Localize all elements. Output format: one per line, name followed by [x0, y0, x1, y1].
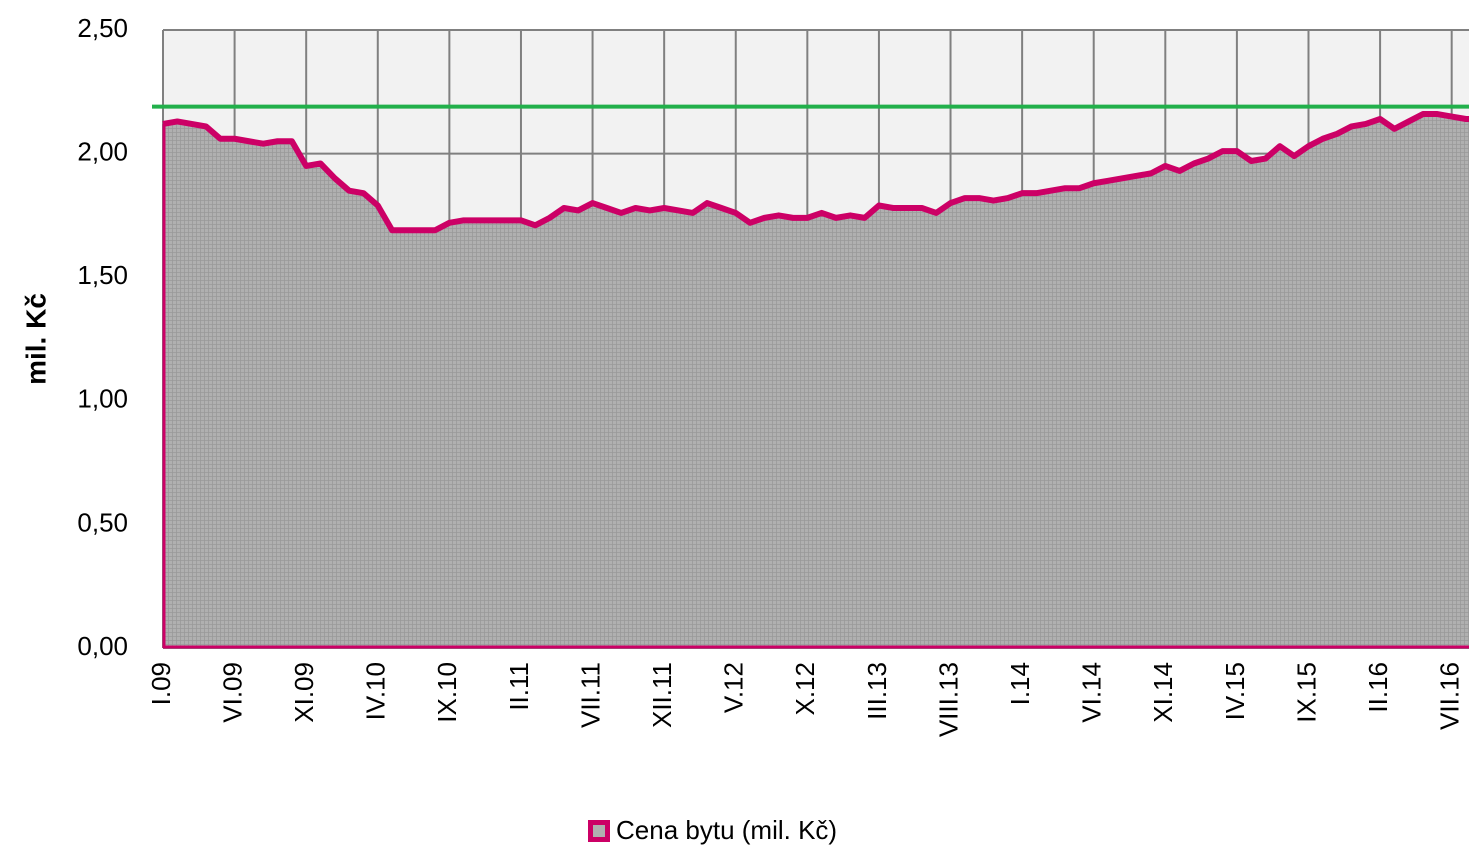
- x-tick-label: I.14: [1005, 662, 1035, 705]
- y-tick-label: 1,00: [77, 384, 128, 414]
- x-tick-label: XI.09: [289, 662, 319, 723]
- x-tick-label: IX.15: [1291, 662, 1321, 723]
- x-tick-label: VI.14: [1077, 662, 1107, 723]
- x-tick-label: XI.14: [1148, 662, 1178, 723]
- x-tick-label: VI.09: [217, 662, 247, 723]
- x-tick-label: II.16: [1363, 662, 1393, 713]
- x-tick-label: IV.15: [1220, 662, 1250, 720]
- y-tick-label: 1,50: [77, 260, 128, 290]
- y-tick-label: 0,50: [77, 507, 128, 537]
- line: [162, 111, 1469, 234]
- x-tick-label: X.12: [790, 662, 820, 716]
- x-tick-label: V.12: [719, 662, 749, 713]
- x-tick-label: VIII.13: [933, 662, 963, 737]
- y-axis-label: mil. Kč: [20, 293, 51, 385]
- x-tick-label: VII.16: [1435, 662, 1465, 730]
- x-tick-label: III.13: [862, 662, 892, 720]
- x-tick-label: XII.11: [647, 662, 677, 728]
- x-tick-label: II.11: [504, 662, 534, 711]
- legend-swatch-inner: [593, 825, 605, 837]
- y-tick-label: 2,00: [77, 136, 128, 166]
- y-tick-label: 0,00: [77, 631, 128, 661]
- legend-label: Cena bytu (mil. Kč): [616, 815, 837, 845]
- marks: [152, 104, 1469, 649]
- x-tick-label: VII.11: [575, 662, 605, 728]
- x-tick-label: I.09: [146, 662, 176, 705]
- x-tick-label: IV.10: [361, 662, 391, 720]
- x-tick-label: IX.10: [432, 662, 462, 723]
- area-texture: [163, 114, 1469, 649]
- labels: 0,00 0,50 1,00 1,50 2,00 2,50 I.09 VI.09 XI.09 IV…: [77, 13, 1464, 845]
- y-tick-label: 2,50: [77, 13, 128, 43]
